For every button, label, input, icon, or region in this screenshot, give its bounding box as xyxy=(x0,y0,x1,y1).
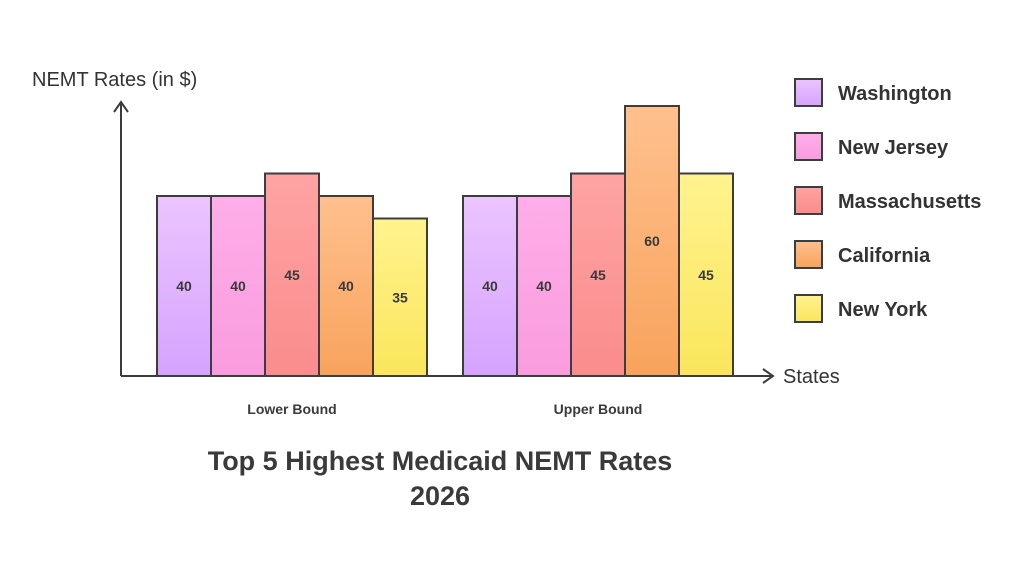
bar-value-label: 40 xyxy=(536,278,552,294)
category-label-lower-bound: Lower Bound xyxy=(247,401,336,417)
bar-value-label: 35 xyxy=(392,289,408,305)
bar-lower-bound-new-york xyxy=(372,217,428,377)
legend-swatch-california xyxy=(794,240,823,269)
y-axis-label: NEMT Rates (in $) xyxy=(32,69,197,91)
chart-title: Top 5 Highest Medicaid NEMT Rates 2026 xyxy=(207,446,673,511)
group-labels: Lower Bound Upper Bound xyxy=(247,401,642,417)
legend-swatch-new-jersey xyxy=(794,132,823,161)
legend-label-california: California xyxy=(838,245,931,267)
legend-label-new-jersey: New Jersey xyxy=(838,137,949,159)
bar-value-label: 45 xyxy=(590,267,606,283)
bar-lower-bound-new-jersey xyxy=(210,195,266,377)
bar-value-label: 40 xyxy=(482,278,498,294)
y-axis-arrow xyxy=(113,100,129,113)
bar-lower-bound-washington xyxy=(156,195,212,377)
legend-swatch-washington xyxy=(794,78,823,107)
bars: 40 40 45 40 35 40 40 45 60 45 xyxy=(156,105,734,377)
bar-upper-bound-new-york xyxy=(678,172,734,377)
legend-label-new-york: New York xyxy=(838,299,928,321)
x-axis-arrow xyxy=(762,368,775,384)
category-label-upper-bound: Upper Bound xyxy=(554,401,643,417)
bar-upper-bound-california xyxy=(624,105,680,377)
bar-value-label: 45 xyxy=(698,267,714,283)
legend-label-massachusetts: Massachusetts xyxy=(838,191,981,213)
legend: Washington New Jersey Massachusetts Califor… xyxy=(794,78,981,323)
bar-value-label: 40 xyxy=(338,278,354,294)
legend-label-washington: Washington xyxy=(838,83,952,105)
legend-swatch-massachusetts xyxy=(794,186,823,215)
bar-value-label: 40 xyxy=(230,278,246,294)
bar-value-label: 45 xyxy=(284,267,300,283)
bar-upper-bound-massachusetts xyxy=(570,172,626,377)
legend-swatch-new-york xyxy=(794,294,823,323)
bar-value-label: 40 xyxy=(176,278,192,294)
bar-value-label: 60 xyxy=(644,233,660,249)
x-axis-label: States xyxy=(783,366,840,388)
